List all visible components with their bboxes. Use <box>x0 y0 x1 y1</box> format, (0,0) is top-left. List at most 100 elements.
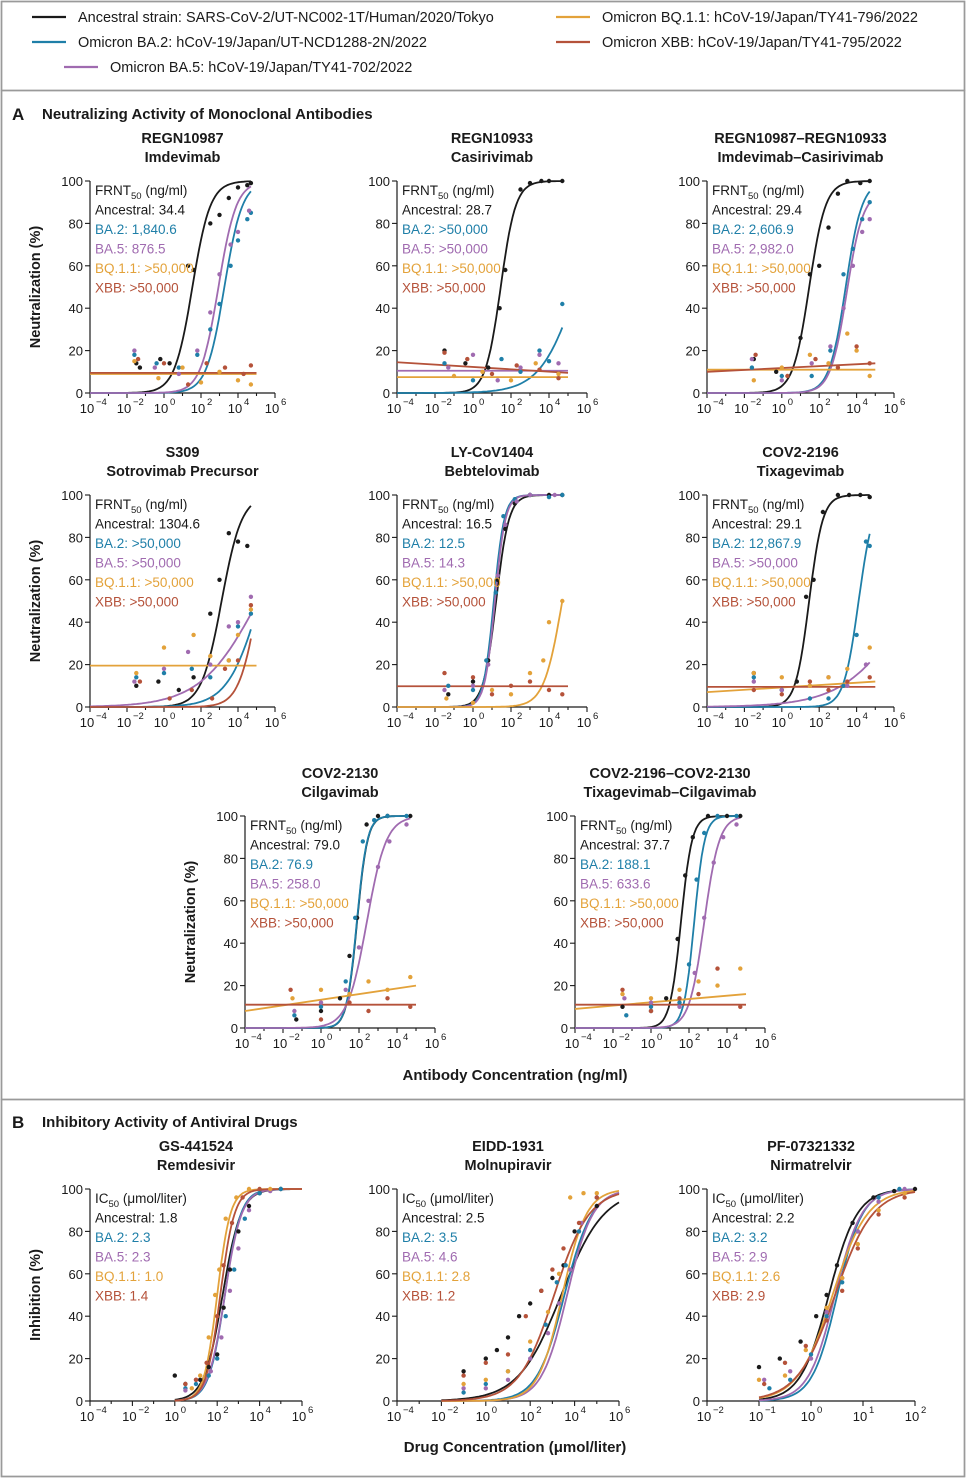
point-bq11 <box>191 632 196 638</box>
point-ba2 <box>484 658 489 663</box>
stat-bq11: BQ.1.1: >50,000 <box>95 575 194 590</box>
x-tick-exponent: 0 <box>479 397 484 408</box>
stat-ba5: BA.5: 633.6 <box>580 877 651 892</box>
point-ancestral <box>294 1017 299 1022</box>
point-ancestral <box>811 577 816 582</box>
y-tick-label: 0 <box>693 386 700 401</box>
point-bq11 <box>807 352 813 357</box>
x-tick-exponent: 2 <box>223 1405 228 1416</box>
point-ancestral <box>226 195 231 201</box>
point-xbb <box>442 670 447 676</box>
point-bq11 <box>223 1216 228 1221</box>
x-tick-label: 10 <box>520 1409 534 1424</box>
x-tick-exponent: 6 <box>625 1405 630 1416</box>
y-tick-label: 60 <box>554 894 568 909</box>
point-ancestral <box>191 675 196 680</box>
point-bq11 <box>845 666 850 671</box>
point-ancestral <box>208 611 213 616</box>
point-ba2 <box>546 494 552 500</box>
x-tick-label: 10 <box>734 401 748 416</box>
x-tick-exponent: 2 <box>825 397 830 408</box>
x-tick-label: 10 <box>265 715 279 730</box>
point-xbb <box>785 373 790 379</box>
point-ba5 <box>568 1267 573 1272</box>
point-bq11 <box>206 1335 211 1340</box>
chart-subtitle: Cilgavimab <box>301 785 378 801</box>
point-ancestral <box>620 1004 625 1009</box>
point-bq11 <box>451 373 457 379</box>
x-tick-exponent: 0 <box>170 397 175 408</box>
x-tick-exponent: 2 <box>536 1405 541 1416</box>
stat-ba5: BA.5: 876.5 <box>95 242 166 257</box>
point-xbb <box>347 1000 352 1005</box>
point-ba2 <box>372 818 377 823</box>
y-tick-label: 40 <box>376 615 390 630</box>
point-ba5 <box>545 1331 551 1336</box>
stat-header: IC50 (μmol/liter) <box>402 1191 494 1210</box>
stat-ba2: BA.2: 3.5 <box>402 1230 458 1245</box>
point-xbb <box>185 382 191 387</box>
point-bq11 <box>751 378 756 383</box>
chart-subtitle: Nirmatrelvir <box>770 1158 852 1174</box>
point-ancestral <box>167 361 172 366</box>
point-xbb <box>505 1352 511 1357</box>
y-tick-label: 0 <box>561 1021 568 1036</box>
point-xbb <box>288 987 293 992</box>
y-tick-label: 60 <box>376 573 390 588</box>
point-bq11 <box>738 966 743 971</box>
x-tick-label: 10 <box>165 1409 179 1424</box>
x-tick-label: 10 <box>717 1036 731 1051</box>
point-ba5 <box>486 662 491 667</box>
point-ba5 <box>552 492 557 498</box>
stat-xbb: XBB: >50,000 <box>712 595 796 610</box>
y-tick-label: 0 <box>231 1021 238 1036</box>
point-ancestral <box>217 577 222 582</box>
point-ba2 <box>807 696 813 701</box>
stat-ba2: BA.2: 188.1 <box>580 857 651 872</box>
point-ancestral <box>236 1229 241 1234</box>
legend-label-ba5: Omicron BA.5: hCoV-19/Japan/TY41-702/202… <box>110 60 412 76</box>
point-ba2 <box>624 1013 629 1018</box>
point-ancestral <box>664 996 669 1001</box>
stat-bq11: BQ.1.1: >50,000 <box>712 261 811 276</box>
point-ba5 <box>152 365 157 370</box>
point-ancestral <box>824 1292 829 1298</box>
point-bq11 <box>533 361 538 366</box>
point-ancestral <box>594 1203 599 1209</box>
point-ancestral <box>191 267 196 273</box>
y-tick-label: 100 <box>678 1182 700 1197</box>
point-bq11 <box>347 991 352 997</box>
x-tick-label: 10 <box>501 715 515 730</box>
stat-ancestral: Ancestral: 29.1 <box>712 517 802 532</box>
point-bq11 <box>180 365 185 370</box>
y-tick-label: 40 <box>69 1309 83 1324</box>
x-tick-exponent: 0 <box>327 1032 332 1043</box>
y-tick-label: 80 <box>69 530 83 545</box>
y-tick-label: 100 <box>546 809 568 824</box>
point-ba5 <box>850 263 856 268</box>
point-xbb <box>556 376 561 381</box>
point-ba2 <box>278 1186 283 1192</box>
y-tick-label: 0 <box>693 1394 700 1409</box>
x-tick-label: 10 <box>577 715 591 730</box>
point-xbb <box>189 687 194 693</box>
point-ancestral <box>683 873 688 878</box>
x-tick-exponent: 2 <box>207 711 212 722</box>
point-ancestral <box>461 1369 466 1374</box>
point-ba5 <box>867 217 872 222</box>
point-xbb <box>514 363 519 368</box>
point-xbb <box>807 679 813 684</box>
point-ancestral <box>846 492 852 498</box>
point-bq11 <box>546 620 552 625</box>
point-xbb <box>696 991 701 997</box>
x-tick-exponent: −2 <box>713 1405 724 1416</box>
point-ba5 <box>470 683 476 688</box>
point-xbb <box>813 356 818 362</box>
point-ba2 <box>132 352 137 357</box>
point-ba5 <box>375 864 381 870</box>
point-ba2 <box>215 1356 220 1361</box>
x-tick-label: 10 <box>117 715 131 730</box>
x-tick-exponent: −4 <box>403 711 414 722</box>
point-xbb <box>867 361 872 366</box>
